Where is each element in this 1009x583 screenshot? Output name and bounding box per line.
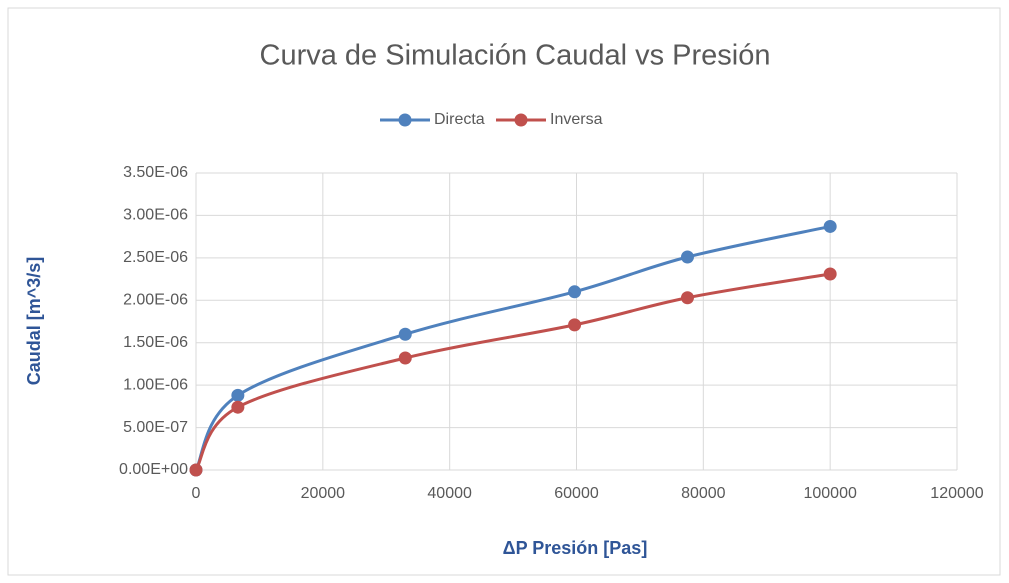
- chart-frame: [7, 7, 1001, 576]
- y-tick-label: 2.00E-06: [123, 292, 188, 309]
- y-tick-label: 1.00E-06: [123, 376, 188, 393]
- y-tick-label: 0.00E+00: [119, 461, 188, 478]
- marker: [398, 327, 412, 341]
- marker: [231, 388, 245, 402]
- legend-marker: [514, 113, 528, 127]
- x-tick-label: 60000: [554, 485, 599, 502]
- y-tick-label: 3.00E-06: [123, 207, 188, 224]
- x-tick-label: 20000: [301, 485, 346, 502]
- marker: [231, 400, 245, 414]
- x-tick-label: 80000: [681, 485, 726, 502]
- x-tick-label: 120000: [930, 485, 983, 502]
- x-tick-label: 0: [192, 485, 201, 502]
- marker: [189, 463, 203, 477]
- y-tick-label: 3.50E-06: [123, 164, 188, 181]
- y-tick-label: 1.50E-06: [123, 334, 188, 351]
- y-tick-label: 5.00E-07: [123, 419, 188, 436]
- legend-marker: [398, 113, 412, 127]
- chart-title: Curva de Simulación Caudal vs Presión: [260, 40, 771, 72]
- x-axis-label: ΔP Presión [Pas]: [503, 538, 648, 558]
- marker: [568, 285, 582, 299]
- marker: [680, 250, 694, 264]
- marker: [823, 267, 837, 281]
- legend-label: Inversa: [550, 111, 603, 128]
- legend-label: Directa: [434, 111, 485, 128]
- y-axis-label: Caudal [m^3/s]: [24, 257, 44, 386]
- y-tick-label: 2.50E-06: [123, 249, 188, 266]
- marker: [398, 351, 412, 365]
- marker: [823, 219, 837, 233]
- marker: [680, 291, 694, 305]
- x-tick-label: 100000: [803, 485, 856, 502]
- x-tick-label: 40000: [427, 485, 472, 502]
- marker: [568, 318, 582, 332]
